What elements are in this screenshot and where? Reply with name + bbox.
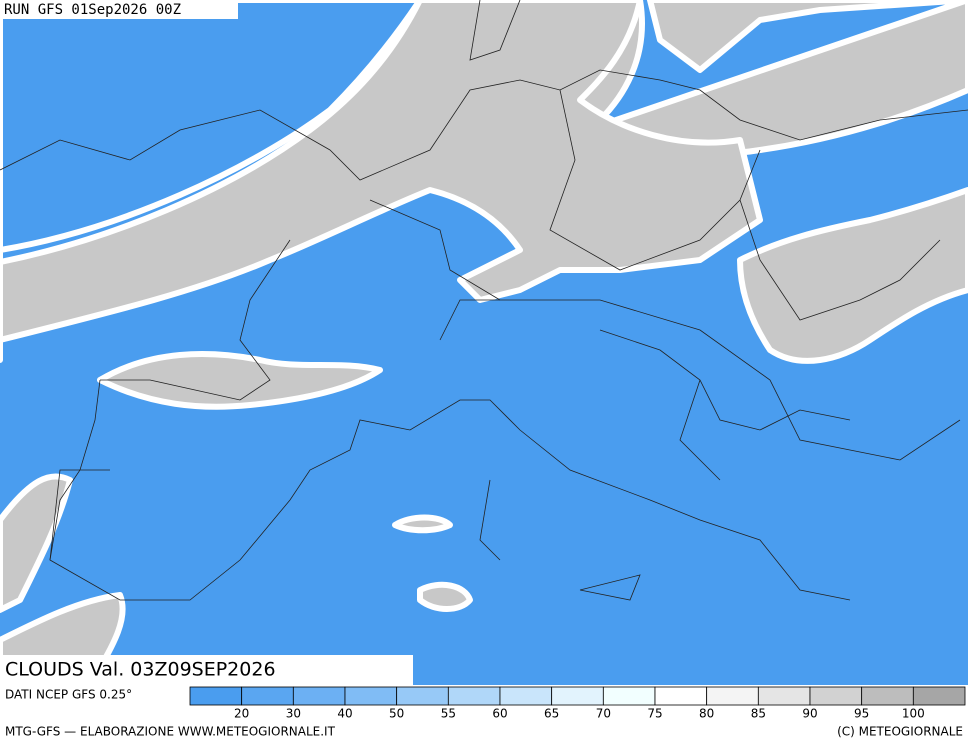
legend-swatch: [654, 686, 708, 706]
legend-tick-label: 40: [337, 707, 352, 721]
legend-tick-label: 80: [699, 707, 714, 721]
legend-tick-label: 30: [286, 707, 301, 721]
legend-tick-label: 75: [647, 707, 662, 721]
map: RUN GFS 01Sep2026 00Z CLOUDS Val. 03Z09S…: [0, 0, 968, 685]
map-title: CLOUDS Val. 03Z09SEP2026: [5, 659, 276, 681]
legend-tick-label: 50: [389, 707, 404, 721]
legend: DATI NCEP GFS 0.25° 20 30 40 50 55 60 65 70 75 80…: [5, 686, 966, 721]
legend-swatch: [241, 686, 294, 706]
cloud-area: [0, 473, 73, 613]
legend-tick-label: 20: [234, 707, 249, 721]
run-label: RUN GFS 01Sep2026 00Z: [4, 2, 181, 18]
cloud-area: [97, 351, 383, 410]
legend-swatch: [344, 686, 398, 706]
cloud-area: [0, 0, 423, 363]
legend-swatch: [447, 686, 501, 706]
legend-swatch: [551, 686, 604, 706]
legend-swatch: [292, 686, 346, 706]
cloud-area: [392, 514, 453, 534]
cloud-area: [737, 187, 968, 364]
title-box: [0, 655, 413, 685]
legend-swatch: [912, 686, 966, 706]
legend-tick-label: 65: [544, 707, 559, 721]
legend-tick-label: 70: [596, 707, 611, 721]
border: [49, 89, 941, 561]
legend-tick-label: 90: [802, 707, 817, 721]
legend-swatch: [809, 686, 863, 706]
legend-swatch: [706, 686, 759, 706]
header-box: [0, 0, 238, 19]
legend-tick-label: 85: [751, 707, 766, 721]
legend-tick-label: 100: [902, 707, 925, 721]
legend-tick-label: 60: [492, 707, 507, 721]
legend-swatch: [499, 686, 553, 706]
legend-swatch: [189, 686, 243, 706]
legend-tick-label: 55: [441, 707, 456, 721]
copyright: (C) METEOGIORNALE: [837, 725, 963, 739]
coastline: [0, 0, 968, 601]
credit: MTG-GFS — ELABORAZIONE WWW.METEOGIORNALE…: [5, 725, 336, 739]
legend-tick-label: 95: [854, 707, 869, 721]
legend-swatch: [396, 686, 449, 706]
legend-swatch: [602, 686, 656, 706]
legend-swatch: [757, 686, 811, 706]
legend-swatch: [861, 686, 914, 706]
source-label: DATI NCEP GFS 0.25°: [5, 688, 132, 702]
cloud-area: [417, 581, 473, 612]
